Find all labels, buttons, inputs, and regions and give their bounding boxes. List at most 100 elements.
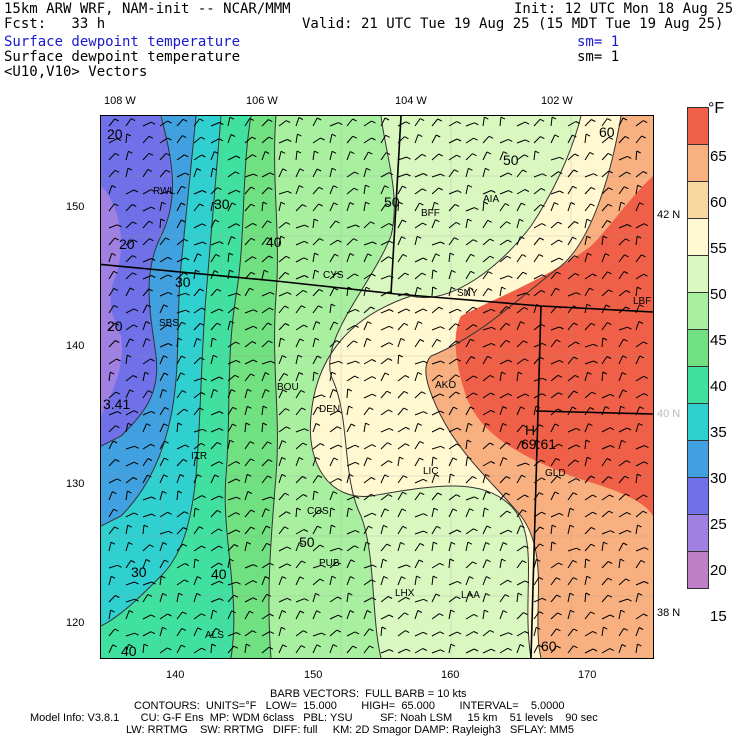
wind-barb-flag (167, 291, 173, 295)
wind-barb (465, 306, 474, 314)
wind-barb-flag (573, 322, 578, 326)
wind-barb-flag (554, 202, 559, 206)
wind-barb (125, 239, 134, 246)
wind-barb (346, 273, 355, 280)
wind-barb (176, 444, 186, 450)
wind-barb (176, 390, 183, 399)
wind-barb (516, 321, 521, 331)
wind-barb-flag (334, 253, 339, 257)
station-label: PUB (319, 558, 340, 569)
wind-barb-flag (587, 371, 592, 375)
wind-barb-flag (456, 529, 462, 533)
wind-barb (312, 525, 318, 535)
wind-barb-flag (132, 477, 138, 480)
wind-barb-flag (589, 407, 595, 410)
wind-barb-flag (474, 207, 479, 211)
wind-barb-flag (218, 528, 223, 532)
wind-barb-flag (627, 224, 632, 227)
wind-barb-flag (146, 423, 151, 427)
wind-barb-flag (457, 580, 462, 584)
wind-barb (618, 389, 624, 399)
wind-barb (142, 169, 149, 178)
wind-barb-flag (250, 526, 256, 530)
wind-barb (516, 254, 523, 263)
wind-barb-flag (450, 643, 456, 647)
wind-barb-flag (603, 541, 608, 545)
wind-barb-flag (369, 628, 374, 632)
wind-barb-flag (316, 610, 321, 614)
wind-barb (397, 630, 406, 637)
wind-barb-flag (127, 524, 132, 528)
wind-barb (227, 223, 237, 229)
wind-barb (210, 461, 220, 467)
wind-barb-flag (269, 613, 274, 617)
wind-barb-flag (198, 526, 204, 530)
wind-barb (176, 628, 183, 637)
wind-barb (312, 355, 318, 365)
wind-barb-flag (353, 340, 358, 344)
wind-barb (346, 593, 349, 603)
wind-barb-flag (147, 168, 153, 172)
wind-barb (295, 204, 303, 212)
wind-barb-flag (436, 525, 441, 529)
vector-title: <U10,V10> Vectors (4, 64, 148, 80)
wind-barb (431, 134, 437, 144)
wind-barb-flag (249, 610, 254, 614)
wind-barb-flag (556, 628, 561, 632)
wind-barb (261, 613, 270, 620)
wind-barb-flag (538, 492, 544, 496)
wind-barb-flag (304, 428, 309, 432)
wind-barb (125, 632, 135, 637)
wind-barb-flag (636, 473, 642, 477)
wind-barb (465, 271, 472, 280)
wind-barb-flag (489, 374, 495, 378)
wind-barb-flag (267, 475, 272, 479)
wind-barb-flag (268, 340, 273, 344)
wind-barb (499, 239, 508, 246)
wind-barb-flag (180, 219, 186, 223)
wind-barb (567, 444, 577, 450)
wind-barb (448, 308, 458, 314)
wind-barb-flag (624, 475, 630, 479)
wind-barb (550, 525, 553, 535)
wind-barb-flag (321, 394, 326, 398)
wind-barb-flag (164, 406, 170, 410)
wind-barb-flag (440, 649, 445, 653)
wind-barb-flag (235, 461, 241, 464)
wind-barb-flag (450, 473, 455, 477)
wind-barb-flag (167, 511, 172, 515)
wind-barb (567, 153, 576, 161)
wind-barb-flag (593, 173, 598, 177)
wind-barb-flag (114, 152, 120, 156)
wind-barb-flag (231, 202, 237, 206)
wind-barb (210, 254, 217, 263)
wind-barb (601, 170, 610, 178)
wind-barb-flag (167, 647, 172, 651)
wind-barb-flag (300, 389, 306, 393)
wind-barb (346, 610, 351, 620)
wind-barb (329, 304, 332, 314)
wind-barb (533, 597, 543, 603)
wind-barb-flag (164, 457, 169, 461)
wind-barb-flag (128, 643, 133, 647)
wind-barb-flag (163, 355, 168, 359)
wind-barb-flag (181, 627, 187, 631)
wind-barb (176, 292, 186, 297)
wind-barb (295, 542, 300, 552)
wind-barb (125, 118, 132, 127)
wind-barb (414, 272, 423, 280)
wind-barb-flag (181, 135, 187, 139)
wind-barb-flag (587, 252, 592, 256)
wind-barb-flag (404, 272, 410, 276)
wind-barb (193, 474, 198, 484)
wind-barb-flag (416, 235, 422, 239)
colorbar (687, 107, 709, 589)
wind-barb (312, 305, 319, 314)
wind-barb (414, 202, 420, 212)
wind-barb (329, 220, 336, 229)
wind-barb-flag (644, 445, 649, 449)
wind-barb-flag (143, 643, 149, 647)
wind-barb (567, 547, 577, 552)
wind-barb (159, 343, 169, 348)
wind-barb-flag (148, 288, 153, 292)
